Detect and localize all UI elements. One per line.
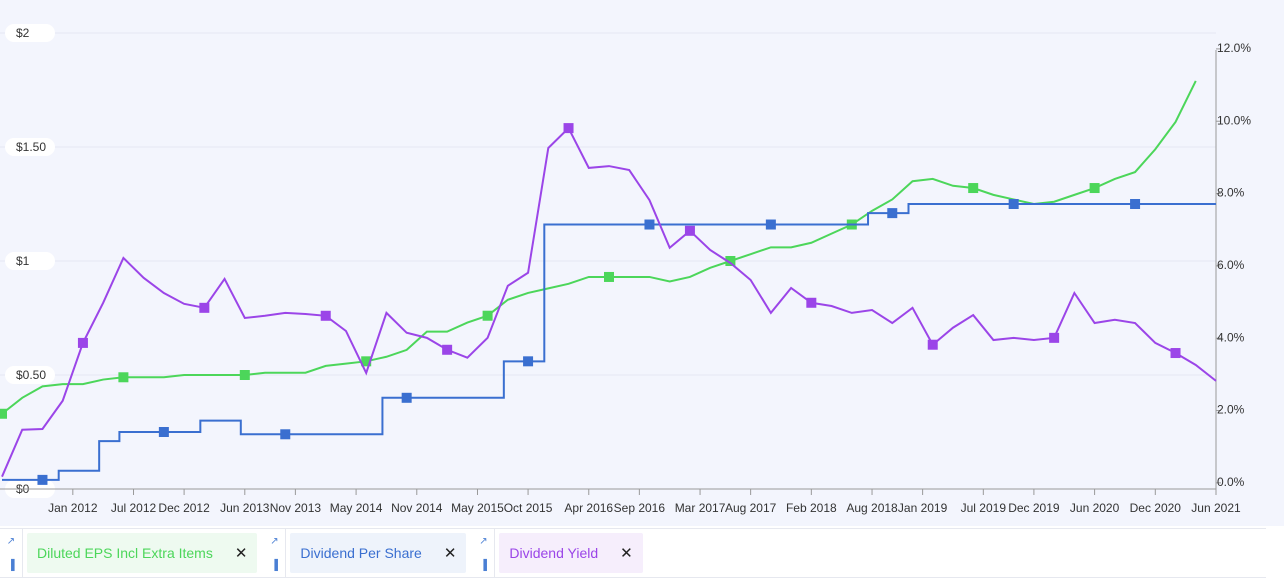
series-icons[interactable]: ↗ ▐: [263, 529, 287, 577]
y-tick-label: $0.50: [16, 368, 46, 382]
series-icons[interactable]: ↗ ▐: [0, 529, 23, 577]
marker: [1008, 199, 1019, 209]
marker: [684, 225, 695, 236]
marker: [563, 123, 574, 134]
y2-tick-label: 12.0%: [1217, 41, 1251, 55]
y-tick-label: $2: [16, 26, 30, 40]
x-tick-label: Apr 2016: [564, 501, 613, 515]
series-line: [2, 203, 1216, 481]
y-tick-pill: [5, 24, 55, 42]
x-tick-label: Jun 2021: [1191, 501, 1241, 515]
x-tick-label: Aug 2018: [846, 501, 898, 515]
marker: [482, 310, 493, 321]
x-tick-label: Sep 2016: [614, 501, 666, 515]
marker: [37, 474, 48, 485]
line-icon[interactable]: ↗: [479, 535, 488, 547]
marker: [765, 219, 776, 230]
marker: [199, 302, 210, 313]
marker: [442, 344, 453, 355]
remove-button[interactable]: ✕: [234, 545, 248, 562]
y2-tick-label: 10.0%: [1217, 113, 1251, 127]
x-tick-label: Jun 2013: [220, 501, 270, 515]
legend-chip: Dividend Yield ✕: [499, 533, 643, 573]
series-line: [1, 126, 1217, 478]
x-tick-label: Jan 2019: [898, 501, 948, 515]
x-tick-label: Jul 2012: [111, 501, 157, 515]
remove-button[interactable]: ✕: [620, 545, 633, 562]
y2-tick-label: 0.0%: [1217, 475, 1245, 489]
x-tick-label: Oct 2015: [504, 501, 553, 515]
marker: [77, 337, 88, 348]
y2-tick-label: 2.0%: [1217, 403, 1245, 417]
marker: [1089, 183, 1100, 194]
marker: [725, 256, 736, 266]
line-icon[interactable]: ↗: [270, 535, 279, 547]
marker: [158, 427, 169, 437]
y-tick-label: $1.50: [16, 140, 46, 154]
marker: [280, 429, 291, 440]
y-tick-pill: [5, 366, 55, 384]
y-tick-pill: [5, 252, 55, 270]
marker: [1049, 332, 1060, 343]
series-icons[interactable]: ↗ ▐: [472, 529, 496, 577]
marker: [118, 372, 129, 383]
bar-icon[interactable]: ▐: [270, 559, 278, 571]
x-tick-label: Nov 2014: [391, 501, 443, 515]
marker: [0, 408, 7, 419]
marker: [604, 271, 614, 282]
legend-label: Dividend Yield: [509, 545, 599, 561]
y-tick-label: $1: [16, 254, 30, 268]
bar-icon[interactable]: ▐: [7, 559, 15, 571]
line-icon[interactable]: ↗: [6, 535, 16, 547]
marker: [644, 219, 655, 230]
y2-tick-label: 8.0%: [1217, 186, 1245, 200]
legend-label: Diluted EPS Incl Extra Items: [37, 545, 213, 561]
y2-tick-label: 6.0%: [1217, 258, 1245, 272]
marker: [361, 356, 372, 367]
marker: [887, 208, 898, 219]
y2-tick-label: 4.0%: [1217, 330, 1245, 344]
legend-label: Dividend Per Share: [300, 545, 422, 561]
legend-chip: Diluted EPS Incl Extra Items ✕: [27, 533, 258, 573]
marker: [523, 356, 534, 367]
remove-button[interactable]: ✕: [443, 545, 457, 562]
x-tick-label: Jul 2019: [961, 501, 1007, 515]
marker: [401, 392, 412, 403]
marker: [968, 183, 979, 194]
x-tick-label: Dec 2012: [158, 501, 210, 515]
chart: $0$0.50$1$1.50$20.0%2.0%4.0%6.0%8.0%10.0…: [0, 0, 1284, 526]
legend: ↗ ▐ Diluted EPS Incl Extra Items ✕ ↗ ▐ Dividen…: [0, 528, 1266, 578]
x-tick-label: Jun 2020: [1070, 501, 1120, 515]
marker: [806, 297, 817, 308]
x-tick-label: Nov 2013: [270, 501, 322, 515]
x-tick-label: Jan 2012: [48, 501, 98, 515]
marker: [927, 339, 938, 350]
x-tick-label: Mar 2017: [675, 501, 726, 515]
marker: [1130, 199, 1141, 209]
x-tick-label: Feb 2018: [786, 501, 837, 515]
x-tick-label: Dec 2019: [1008, 501, 1060, 515]
series-line: [1, 80, 1197, 415]
legend-chip: Dividend Per Share ✕: [290, 533, 467, 573]
marker: [1170, 348, 1181, 359]
x-tick-label: May 2014: [330, 501, 383, 515]
marker: [320, 310, 331, 321]
y-tick-pill: [5, 138, 55, 156]
marker: [239, 370, 250, 380]
x-tick-label: May 2015: [451, 501, 504, 515]
x-tick-label: Dec 2020: [1130, 501, 1182, 515]
x-tick-label: Aug 2017: [725, 501, 777, 515]
bar-icon[interactable]: ▐: [479, 559, 487, 571]
